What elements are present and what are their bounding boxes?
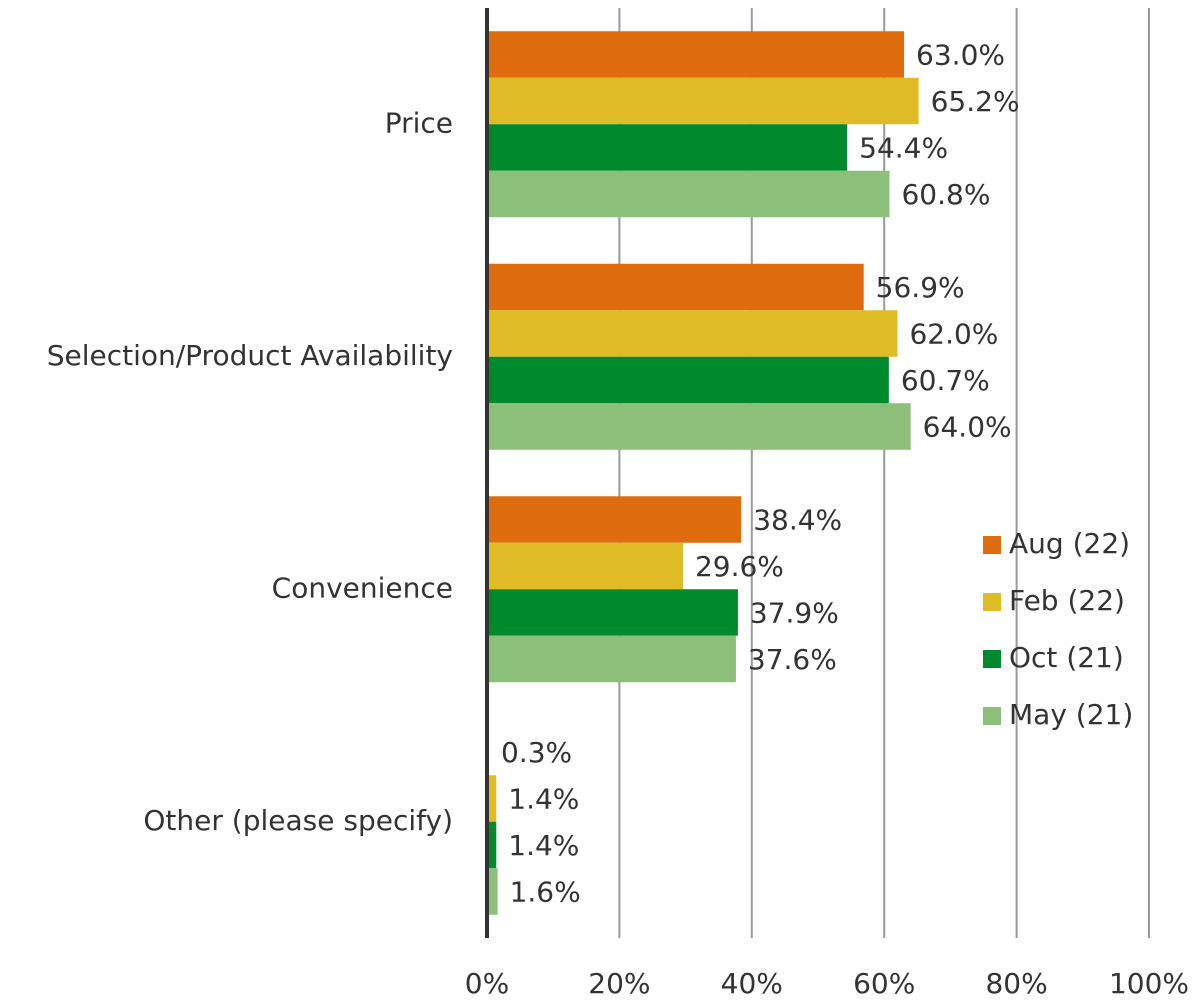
x-tick-label: 40%: [721, 967, 783, 1000]
value-label: 65.2%: [931, 85, 1020, 118]
y-tick-label: Convenience: [272, 571, 453, 604]
value-label: 37.9%: [750, 597, 839, 630]
legend-label: May (21): [1009, 698, 1133, 731]
value-label: 1.4%: [508, 829, 579, 862]
legend-swatch: [983, 593, 1001, 611]
legend-label: Oct (21): [1009, 641, 1124, 674]
legend-swatch: [983, 707, 1001, 725]
bar: [487, 821, 497, 869]
legend-label: Aug (22): [1009, 527, 1130, 560]
bar: [487, 124, 848, 171]
y-tick-label: Price: [385, 106, 453, 139]
x-tick-label: 100%: [1109, 967, 1189, 1000]
x-tick-label: 80%: [985, 967, 1047, 1000]
legend-swatch: [983, 650, 1001, 668]
bar: [487, 775, 497, 822]
value-label: 1.4%: [508, 783, 579, 816]
y-tick-label: Other (please specify): [143, 804, 453, 837]
bar: [487, 542, 683, 590]
value-label: 37.6%: [748, 643, 837, 676]
value-label: 54.4%: [859, 132, 948, 165]
value-label: 62.0%: [909, 318, 998, 351]
value-label: 60.8%: [901, 178, 990, 211]
legend-swatch: [983, 536, 1001, 554]
bar: [487, 589, 738, 636]
value-label: 63.0%: [916, 39, 1005, 72]
x-tick-label: 60%: [853, 967, 915, 1000]
value-label: 56.9%: [876, 271, 965, 304]
bar: [487, 263, 864, 311]
bar: [487, 31, 905, 78]
y-tick-label: Selection/Product Availability: [47, 339, 453, 372]
x-tick-label: 20%: [588, 967, 650, 1000]
legend-label: Feb (22): [1009, 584, 1125, 617]
value-label: 38.4%: [753, 504, 842, 537]
bar: [487, 170, 890, 218]
bar: [487, 310, 898, 357]
value-label: 29.6%: [695, 550, 784, 583]
bar: [487, 496, 742, 543]
value-label: 60.7%: [901, 364, 990, 397]
value-label: 0.3%: [501, 736, 572, 769]
bar: [487, 635, 736, 683]
bar: [487, 868, 498, 915]
x-tick-label: 0%: [465, 967, 509, 1000]
bar: [487, 77, 919, 125]
bar: [487, 403, 911, 450]
value-label: 64.0%: [923, 411, 1012, 444]
value-label: 1.6%: [510, 876, 581, 909]
bar: [487, 356, 889, 404]
